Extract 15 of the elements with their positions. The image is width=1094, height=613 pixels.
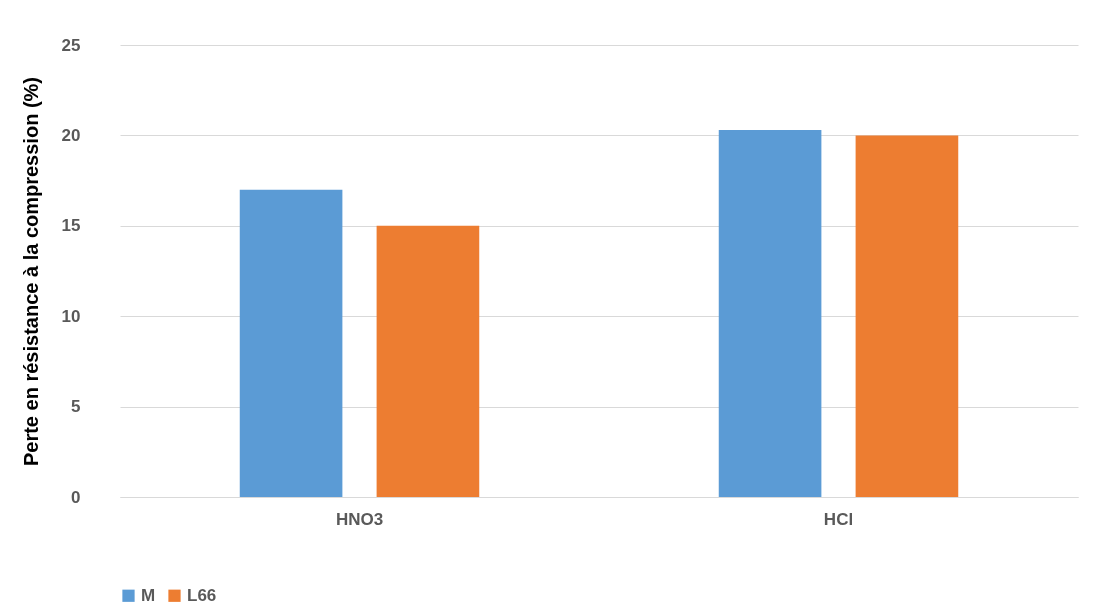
y-tick-label: 20	[61, 125, 81, 145]
y-tick-label: 5	[71, 397, 81, 417]
y-axis-title: Perte en résistance à la compression (%)	[19, 76, 42, 467]
legend-label: M	[141, 585, 156, 605]
bar	[376, 225, 480, 497]
legend-label: L66	[187, 585, 217, 605]
x-tick-label: HCl	[823, 509, 854, 529]
bar	[855, 135, 959, 497]
bar	[718, 129, 822, 497]
x-tick-label: HNO3	[335, 509, 384, 529]
y-tick-label: 15	[61, 216, 81, 236]
y-tick-label: 25	[61, 35, 81, 55]
y-tick-label: 10	[61, 306, 81, 326]
y-tick-label: 0	[71, 487, 81, 507]
bar	[239, 189, 343, 497]
